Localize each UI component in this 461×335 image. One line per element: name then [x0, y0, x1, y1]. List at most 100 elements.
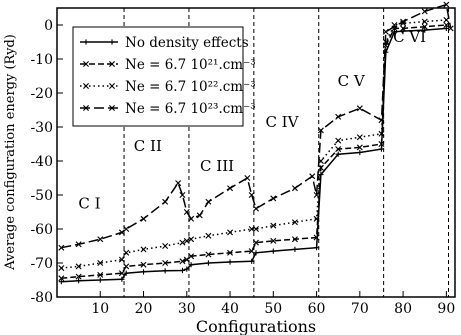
legend-label: Ne = 6.7 10²³.cm⁻³ [125, 101, 256, 117]
series-point [270, 248, 276, 254]
x-axis-label: Configurations [196, 317, 316, 335]
legend-swatch-marker [109, 39, 115, 45]
series-point [188, 262, 194, 268]
series-point [162, 243, 169, 249]
series-point [270, 237, 277, 244]
series-point [253, 205, 259, 212]
series-point [179, 192, 186, 198]
series-point [378, 130, 385, 137]
series-point [378, 141, 385, 147]
series-point [205, 198, 212, 205]
series-line [61, 3, 452, 249]
legend-box [72, 26, 244, 127]
legend-swatch-marker [83, 39, 89, 45]
series-point [357, 149, 363, 156]
series-point [58, 265, 65, 272]
series-point [248, 248, 255, 255]
y-tick-label: -70 [30, 256, 53, 272]
series-point [335, 146, 342, 153]
series-point [244, 175, 251, 181]
series-point [123, 263, 130, 270]
y-tick-label: -60 [30, 222, 53, 238]
series-point [140, 215, 147, 222]
series-point [58, 279, 64, 285]
series-point [378, 146, 385, 152]
series-point [188, 253, 195, 260]
series-point [291, 236, 298, 243]
series-point [356, 105, 363, 112]
series-point [248, 192, 255, 198]
series-point [97, 260, 104, 266]
series-point [270, 195, 277, 202]
series-point [400, 18, 407, 25]
series-point [188, 236, 195, 243]
region-label: C VI [393, 28, 426, 46]
series-layer [58, 1, 454, 285]
series-point [292, 246, 298, 252]
x-tick-label: 30 [178, 301, 196, 317]
series-point [317, 127, 324, 134]
series-point [179, 267, 186, 274]
series-point [421, 23, 428, 30]
series-point [205, 232, 212, 239]
series-point [227, 249, 234, 256]
x-axis-ticks: 10 20 30 40 50 60 70 80 90 [91, 291, 455, 317]
x-tick-label: 70 [351, 301, 369, 317]
series-point [253, 250, 259, 256]
series-point [118, 256, 125, 263]
series-point [118, 229, 125, 236]
y-axis-ticks: -80 -70 -60 -50 -40 -30 -20 -10 0 [30, 18, 63, 306]
series-point [179, 258, 186, 265]
series-point [188, 215, 195, 222]
series-point [391, 29, 398, 35]
series-point [382, 28, 389, 35]
series-point [140, 269, 147, 275]
series-point [183, 256, 190, 263]
series-point [270, 222, 277, 229]
series-point [183, 237, 190, 244]
series-point [253, 239, 259, 246]
series-point [313, 215, 320, 222]
series-point [313, 192, 320, 198]
series-point [97, 271, 104, 278]
legend-swatch-marker [109, 105, 115, 111]
series-point [75, 263, 82, 270]
series-point [183, 209, 190, 215]
region-label: C III [200, 157, 234, 175]
series-point [309, 173, 316, 180]
series-point [75, 241, 82, 248]
series-point [75, 273, 82, 280]
region-label: C II [134, 137, 162, 155]
series-point [447, 25, 454, 32]
series-point [196, 212, 203, 219]
series-point [248, 226, 255, 232]
series-point [123, 226, 130, 232]
series-point [291, 219, 298, 226]
series-point [97, 236, 104, 243]
x-tick-label: 50 [264, 301, 282, 317]
series-point [443, 25, 449, 31]
series-point [400, 28, 406, 34]
series-point [175, 180, 182, 187]
legend-label: No density effects [125, 35, 249, 51]
series-point [162, 268, 168, 274]
series-point [391, 22, 398, 28]
series-point [313, 234, 320, 241]
region-labels: C I C II C III C IV C V C VI [78, 28, 426, 213]
legend-label: Ne = 6.7 10²¹.cm⁻³ [125, 57, 256, 73]
series-point [378, 117, 385, 124]
series-point [443, 1, 450, 8]
series-point [422, 27, 428, 33]
series-point [356, 134, 363, 141]
region-label: C IV [265, 113, 299, 131]
series-point [291, 185, 298, 192]
series-3 [58, 1, 454, 251]
series-point [205, 260, 212, 266]
legend-swatch-marker [109, 83, 115, 89]
legend-swatch-marker [83, 105, 89, 111]
series-point [118, 270, 125, 277]
series-point [123, 249, 130, 256]
series-point [227, 229, 234, 236]
series-point [421, 8, 428, 15]
